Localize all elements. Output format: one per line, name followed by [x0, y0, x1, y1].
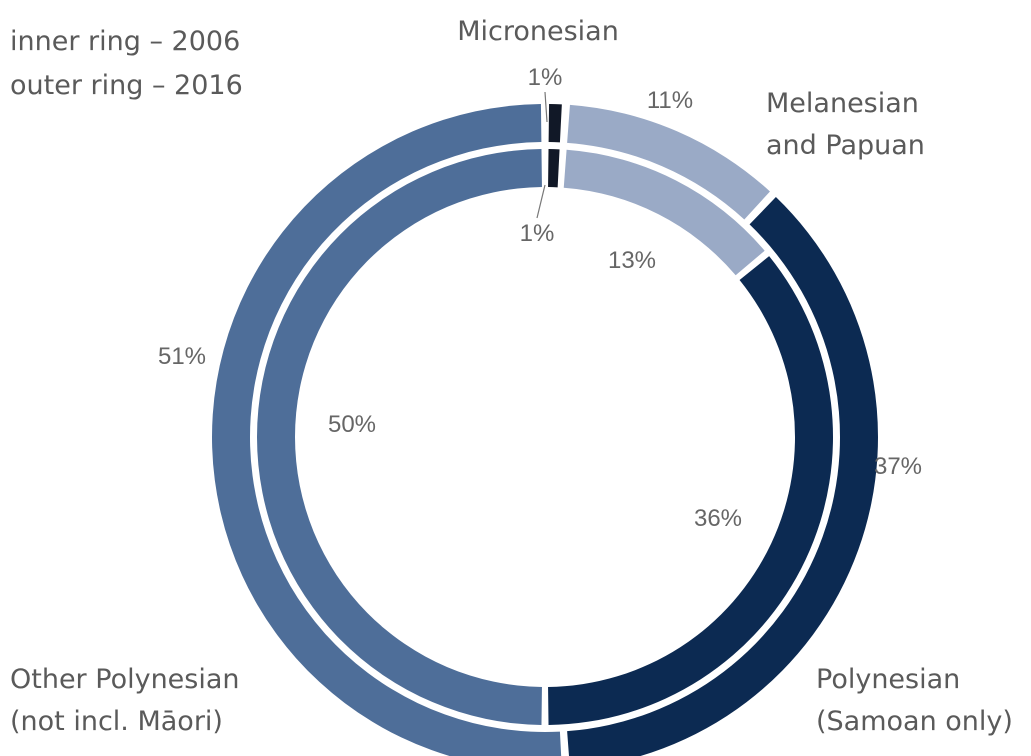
category-labels: Micronesian Melanesian and Papuan Polynesia… [10, 16, 1013, 737]
category-label-other_polynesian-line-2: (not incl. Māori) [10, 706, 223, 737]
category-label-melanesian-line-1: Melanesian [766, 88, 919, 119]
leader-line-micronesian-outer [544, 91, 548, 123]
category-label-melanesian-line-2: and Papuan [766, 130, 925, 161]
category-label-melanesian: Melanesian and Papuan [766, 88, 925, 161]
segment-outer-melanesian [567, 104, 770, 220]
pct-label-outer-other_polynesian: 51% [158, 343, 206, 370]
pct-label-outer-melanesian: 11% [647, 87, 693, 114]
category-label-samoan-line-1: Polynesian [816, 664, 960, 695]
pct-label-inner-micronesian: 1% [520, 220, 555, 247]
pct-label-inner-samoan: 36% [694, 505, 742, 532]
percentage-labels: 1% 13% 36% 50% 1% 11% 37% 51% [158, 64, 922, 532]
category-label-samoan-line-2: (Samoan only) [816, 706, 1013, 737]
chart-segments [212, 104, 878, 756]
legend-outer-ring: outer ring – 2016 [10, 70, 243, 101]
pct-label-outer-micronesian: 1% [528, 64, 563, 91]
segment-outer-micronesian [548, 104, 562, 143]
segment-outer-other_polynesian [212, 104, 562, 756]
leader-lines [536, 91, 548, 219]
segment-outer-samoan [567, 197, 878, 756]
ring-legend: inner ring – 2006 outer ring – 2016 [10, 26, 243, 101]
category-label-other_polynesian-line-1: Other Polynesian [10, 664, 240, 695]
pct-label-inner-other_polynesian: 50% [328, 411, 376, 438]
segment-inner-other_polynesian [256, 149, 542, 725]
category-label-samoan: Polynesian (Samoan only) [816, 664, 1013, 737]
category-label-micronesian: Micronesian [457, 16, 619, 47]
leader-line-micronesian-inner [536, 184, 546, 219]
category-label-micronesian-line-1: Micronesian [457, 16, 619, 47]
pct-label-outer-samoan: 37% [874, 453, 922, 480]
segment-inner-samoan [548, 256, 834, 725]
segment-inner-micronesian [548, 149, 560, 188]
category-label-other_polynesian: Other Polynesian (not incl. Māori) [10, 664, 240, 737]
pct-label-inner-melanesian: 13% [608, 247, 656, 274]
segment-inner-melanesian [563, 149, 765, 276]
legend-inner-ring: inner ring – 2006 [10, 26, 240, 57]
